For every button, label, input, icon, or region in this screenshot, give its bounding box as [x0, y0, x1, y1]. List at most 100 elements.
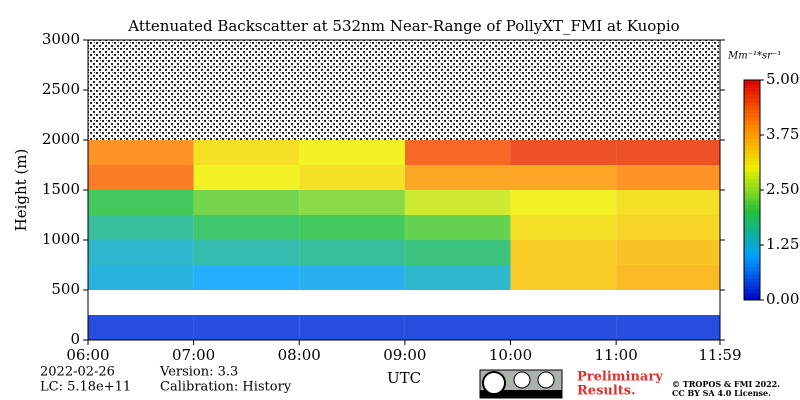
colorbar-segment: [744, 124, 760, 129]
cell: [616, 140, 720, 165]
cell: [193, 165, 300, 190]
cell: [299, 190, 405, 215]
preliminary: Preliminary: [577, 370, 663, 385]
colorbar-segment: [744, 252, 760, 257]
colorbar-segment: [744, 142, 760, 147]
chart-title: Attenuated Backscatter at 532nm Near-Ran…: [127, 17, 679, 35]
colorbar-segment: [744, 105, 760, 110]
date: 2022-02-26: [40, 365, 115, 380]
colorbar-segment: [744, 212, 760, 217]
colorbar-segment: [744, 160, 760, 165]
cell: [616, 165, 720, 190]
colorbar-segment: [744, 208, 760, 213]
x-tick-label: 10:00: [489, 346, 532, 364]
cell: [404, 240, 511, 265]
x-tick-label: 07:00: [172, 346, 215, 364]
y-tick-label: 2000: [42, 130, 80, 148]
x-tick-label: 08:00: [278, 346, 321, 364]
colorbar-segment: [744, 120, 760, 125]
cell: [88, 190, 194, 215]
cell: [404, 265, 511, 290]
noise-area: [88, 40, 720, 140]
colorbar-segment: [744, 193, 760, 198]
results: Results.: [577, 384, 636, 399]
colorbar-segment: [744, 281, 760, 286]
colorbar-segment: [744, 278, 760, 283]
colorbar-segment: [744, 248, 760, 253]
colorbar-segment: [744, 197, 760, 202]
cell: [510, 190, 617, 215]
cell: [299, 140, 405, 165]
colorbar-segment: [744, 135, 760, 140]
cell: [404, 215, 511, 240]
colorbar-segment: [744, 204, 760, 209]
cell: [510, 215, 617, 240]
colorbar-segment: [744, 292, 760, 297]
colorbar-segment: [744, 263, 760, 268]
y-tick-label: 500: [51, 280, 80, 298]
x-axis-label: UTC: [387, 369, 421, 387]
x-tick-label: 06:00: [66, 346, 109, 364]
colorbar-segment: [744, 296, 760, 301]
colorbar-segment: [744, 274, 760, 279]
colorbar-segment: [744, 215, 760, 220]
cell: [88, 265, 194, 290]
cell: [616, 265, 720, 290]
lc: LC: 5.18e+11: [40, 380, 131, 395]
cell: [404, 140, 511, 165]
calibration: Calibration: History: [160, 380, 292, 395]
colorbar-segment: [744, 237, 760, 242]
colorbar-segment: [744, 259, 760, 264]
x-tick-label: 09:00: [383, 346, 426, 364]
colorbar-segment: [744, 230, 760, 235]
y-axis-label: Height (m): [12, 149, 30, 232]
cell: [299, 240, 405, 265]
colorbar-segment: [744, 87, 760, 92]
cell: [193, 315, 300, 340]
colorbar-segment: [744, 285, 760, 290]
y-tick-label: 1000: [42, 230, 80, 248]
x-tick-label: 11:59: [698, 346, 741, 364]
colorbar-segment: [744, 98, 760, 103]
colorbar-segment: [744, 182, 760, 187]
cell: [88, 165, 194, 190]
colorbar-tick-label: 3.75: [766, 125, 799, 143]
colorbar-segment: [744, 267, 760, 272]
colorbar-segment: [744, 102, 760, 107]
cell: [299, 265, 405, 290]
colorbar-segment: [744, 116, 760, 121]
colorbar-segment: [744, 179, 760, 184]
colorbar-segment: [744, 149, 760, 154]
colorbar-segment: [744, 186, 760, 191]
cell: [193, 190, 300, 215]
cell: [193, 215, 300, 240]
colorbar-segment: [744, 256, 760, 261]
colorbar-segment: [744, 109, 760, 114]
cell: [510, 265, 617, 290]
cell: [510, 315, 617, 340]
y-tick-label: 0: [70, 330, 80, 348]
cell: [404, 190, 511, 215]
cc-badge: [479, 369, 563, 399]
colorbar-segment: [744, 91, 760, 96]
colorbar-segment: [744, 168, 760, 173]
cell: [299, 215, 405, 240]
cell: [88, 315, 194, 340]
colorbar-segment: [744, 80, 760, 85]
colorbar-segment: [744, 245, 760, 250]
colorbar-segment: [744, 131, 760, 136]
colorbar-segment: [744, 138, 760, 143]
cell: [88, 215, 194, 240]
colorbar-segment: [744, 219, 760, 224]
colorbar-segment: [744, 234, 760, 239]
colorbar-segment: [744, 270, 760, 275]
cell: [88, 240, 194, 265]
colorbar-tick-label: 1.25: [766, 235, 799, 253]
colorbar-segment: [744, 157, 760, 162]
cell: [193, 265, 300, 290]
colorbar-segment: [744, 289, 760, 294]
colorbar-tick-label: 5.00: [766, 70, 799, 88]
y-tick-label: 1500: [42, 180, 80, 198]
colorbar-segment: [744, 146, 760, 151]
cell: [193, 140, 300, 165]
